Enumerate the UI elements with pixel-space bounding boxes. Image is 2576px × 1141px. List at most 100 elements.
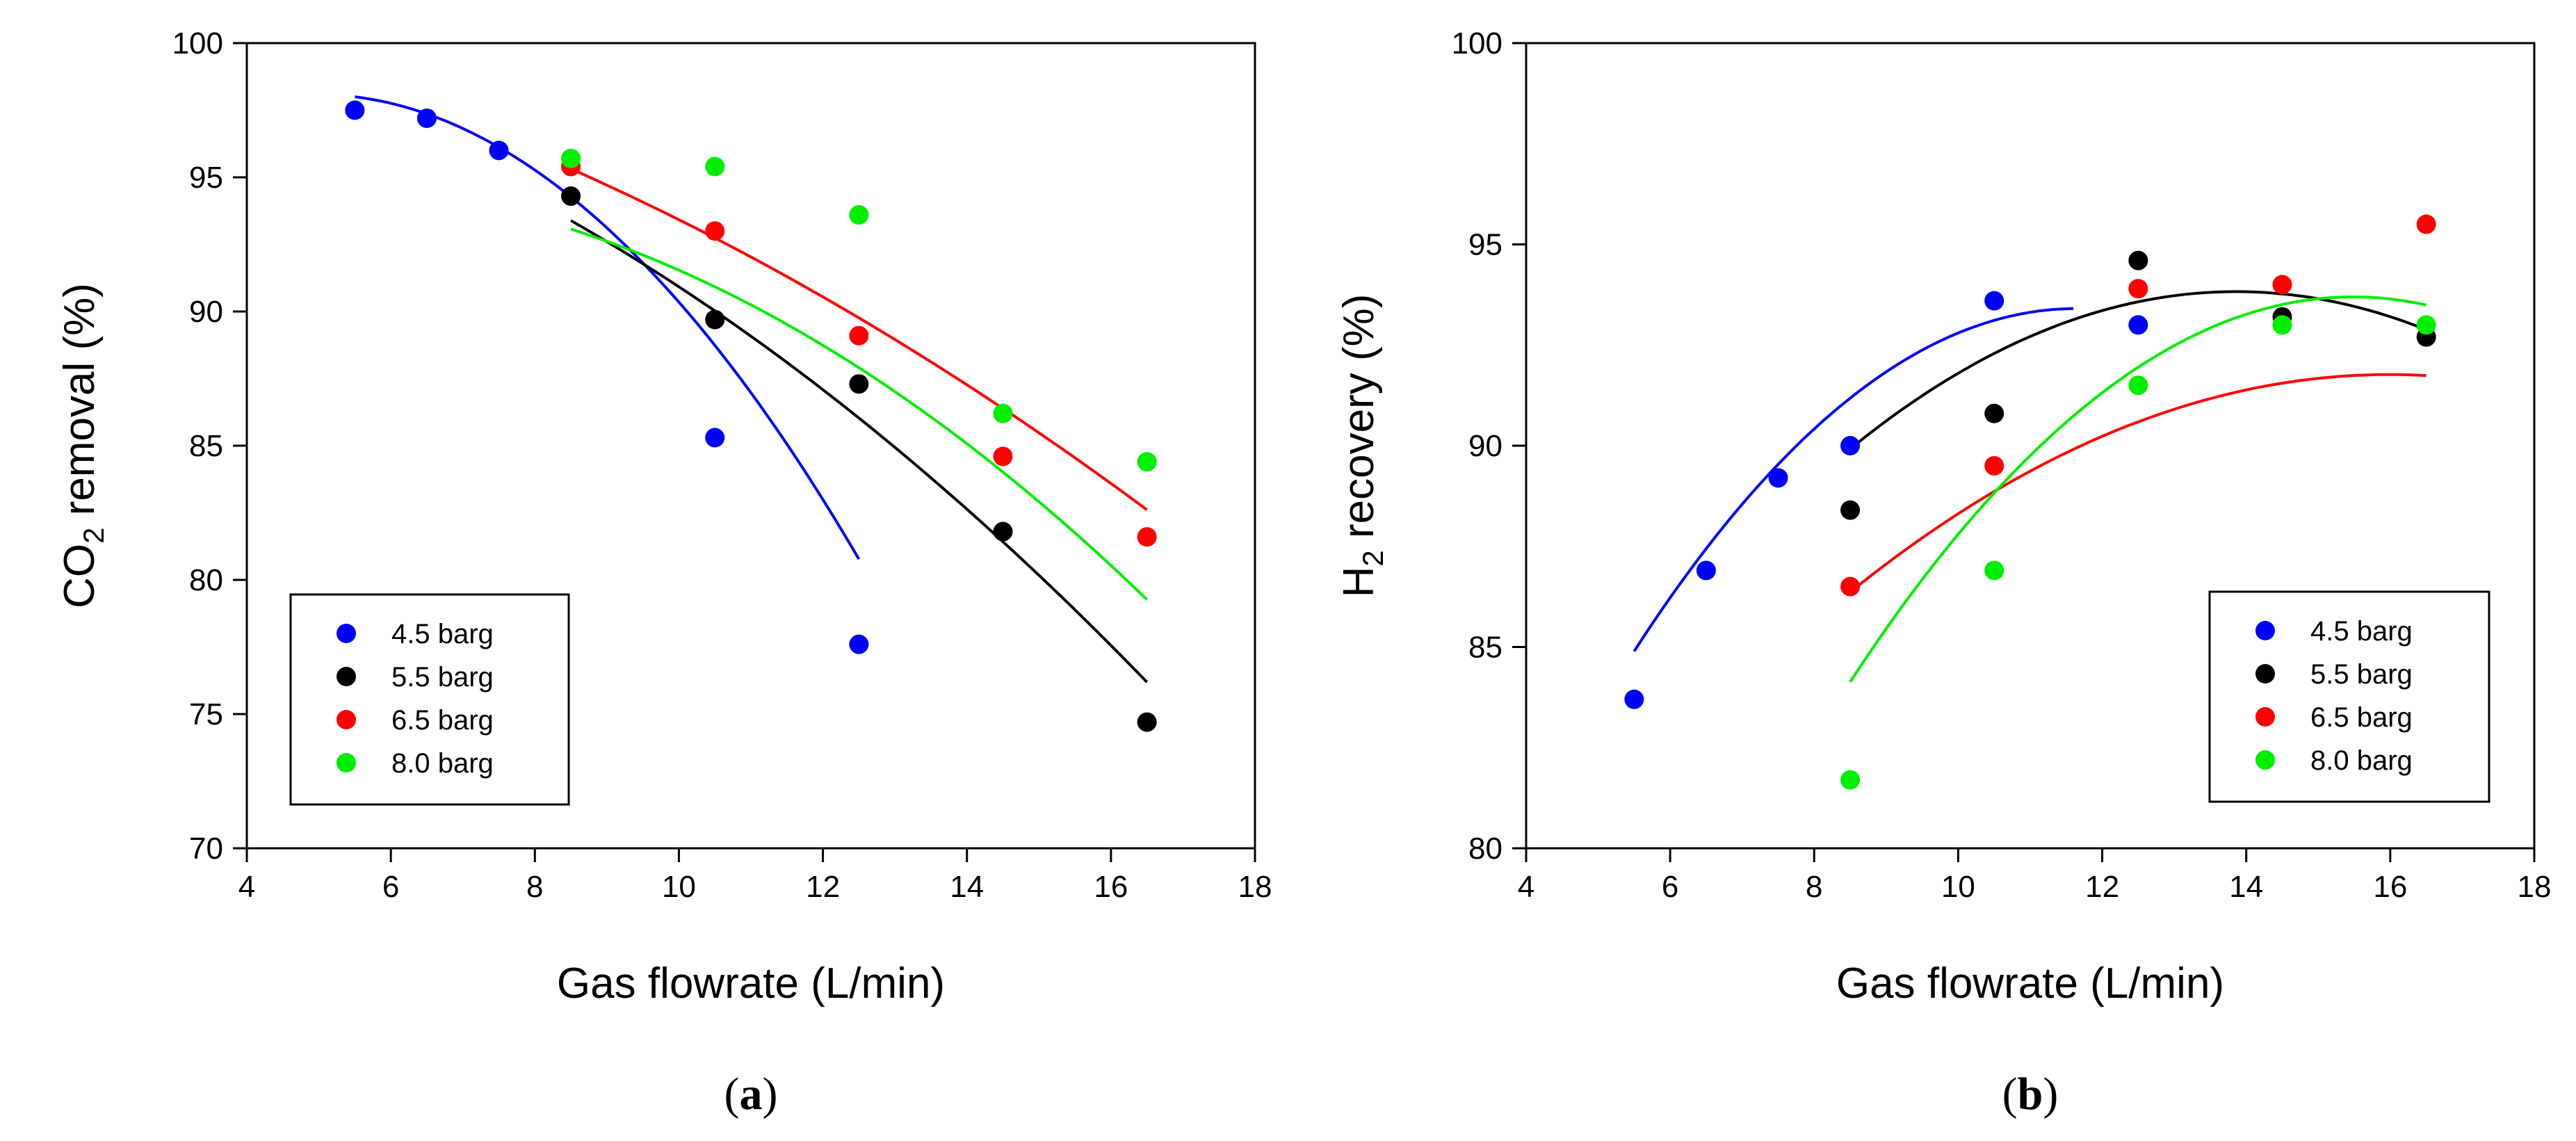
- legend-marker: [337, 753, 356, 772]
- legend-label: 6.5 barg: [2310, 702, 2413, 733]
- data-point-6.5-barg: [993, 446, 1013, 467]
- legend-label: 8.0 barg: [391, 748, 494, 779]
- y-tick-label: 95: [189, 161, 223, 195]
- data-point-6.5-barg: [849, 325, 869, 346]
- data-point-4.5-barg: [2128, 315, 2148, 335]
- x-tick-label: 12: [806, 870, 840, 904]
- fit-curve-4.5-barg: [1633, 307, 2074, 652]
- chart-panel-a: 4 6 8 10 12 14 16 18 70 75 80 85 90 95 100 Gas flowrate…: [56, 26, 1272, 1119]
- x-tick-label: 8: [1806, 870, 1822, 904]
- legend-marker: [2255, 750, 2275, 770]
- data-point-5.5-barg: [1137, 712, 1157, 732]
- panel-label: (a): [724, 1069, 778, 1119]
- data-point-6.5-barg: [1984, 455, 2004, 476]
- y-tick-label: 85: [189, 429, 223, 463]
- legend-label: 5.5 barg: [391, 662, 494, 693]
- legend-label: 6.5 barg: [391, 705, 494, 736]
- data-point-8.0-barg: [849, 205, 869, 225]
- data-point-4.5-barg: [489, 140, 509, 161]
- data-point-8.0-barg: [993, 403, 1013, 423]
- data-point-6.5-barg: [2416, 214, 2436, 234]
- y-tick-label: 75: [189, 697, 223, 731]
- x-tick-label: 4: [238, 870, 255, 904]
- x-tick-label: 14: [950, 870, 984, 904]
- data-point-4.5-barg: [1984, 291, 2004, 311]
- data-point-4.5-barg: [849, 634, 869, 654]
- data-point-4.5-barg: [1696, 560, 1716, 581]
- fit-curve-6.5-barg: [570, 168, 1148, 511]
- y-tick-label: 100: [1452, 26, 1502, 60]
- legend: 4.5 barg 5.5 barg 6.5 barg 8.0 barg: [2208, 590, 2490, 803]
- data-point-5.5-barg: [561, 186, 581, 207]
- data-point-8.0-barg: [2128, 375, 2148, 396]
- data-point-5.5-barg: [2128, 250, 2148, 270]
- fit-curve-8.0-barg: [1849, 295, 2427, 683]
- data-point-6.5-barg: [2272, 275, 2292, 295]
- data-point-4.5-barg: [1624, 689, 1644, 709]
- legend-label: 4.5 barg: [391, 619, 494, 649]
- x-tick-label: 14: [2229, 870, 2263, 904]
- data-point-4.5-barg: [416, 108, 437, 129]
- x-axis-label: Gas flowrate (L/min): [1836, 960, 2224, 1008]
- data-point-4.5-barg: [1840, 436, 1861, 455]
- y-tick-label: 80: [1468, 832, 1502, 866]
- y-tick-label: 90: [189, 295, 223, 329]
- data-point-5.5-barg: [705, 309, 725, 330]
- legend-marker: [2255, 707, 2275, 727]
- data-point-6.5-barg: [1840, 576, 1861, 597]
- data-point-5.5-barg: [993, 521, 1013, 542]
- data-point-5.5-barg: [849, 374, 869, 394]
- x-tick-label: 12: [2085, 870, 2119, 904]
- y-tick-label: 85: [1468, 631, 1502, 665]
- data-point-8.0-barg: [1840, 770, 1861, 790]
- x-tick-label: 6: [382, 870, 399, 904]
- x-tick-label: 16: [2373, 870, 2407, 904]
- data-point-8.0-barg: [2272, 315, 2292, 335]
- chart-panel-b: 4 6 8 10 12 14 16 18 80 85 90 95 100 Gas flowrate (L/…: [1335, 26, 2551, 1119]
- fit-curve-4.5-barg: [355, 95, 861, 560]
- data-point-8.0-barg: [1984, 560, 2004, 581]
- data-point-6.5-barg: [2128, 279, 2148, 299]
- data-point-6.5-barg: [705, 221, 725, 241]
- y-tick-label: 100: [172, 26, 223, 60]
- fit-curve-6.5-barg: [1849, 373, 2427, 594]
- x-tick-label: 16: [1094, 870, 1128, 904]
- x-tick-label: 6: [1662, 870, 1678, 904]
- legend-marker: [337, 624, 356, 643]
- y-tick-label: 70: [189, 832, 223, 866]
- data-point-8.0-barg: [1137, 452, 1157, 472]
- y-tick-label: 90: [1468, 429, 1502, 463]
- legend-marker: [2255, 664, 2275, 683]
- legend-box: [2208, 590, 2490, 803]
- x-tick-label: 10: [662, 870, 696, 904]
- x-tick-label: 10: [1941, 870, 1975, 904]
- fit-curve-5.5-barg: [570, 219, 1149, 683]
- panel-label: (b): [2002, 1069, 2059, 1119]
- y-axis-label: CO2 removal (%): [56, 283, 110, 608]
- data-point-4.5-barg: [1768, 468, 1788, 488]
- fit-curve-5.5-barg: [1849, 290, 2427, 451]
- data-point-8.0-barg: [561, 148, 581, 168]
- legend-label: 4.5 barg: [2310, 616, 2413, 647]
- x-tick-label: 4: [1518, 870, 1534, 904]
- y-axis-label: H2 recovery (%): [1335, 294, 1389, 598]
- legend-label: 8.0 barg: [2310, 745, 2413, 776]
- data-point-6.5-barg: [1137, 527, 1157, 547]
- data-point-5.5-barg: [1984, 403, 2004, 423]
- legend-marker: [337, 710, 356, 729]
- x-axis-label: Gas flowrate (L/min): [557, 960, 945, 1008]
- legend-label: 5.5 barg: [2310, 659, 2413, 690]
- data-point-4.5-barg: [345, 100, 365, 120]
- data-point-5.5-barg: [1840, 500, 1861, 520]
- legend-marker: [337, 667, 356, 686]
- data-point-8.0-barg: [2416, 315, 2436, 335]
- fit-curve-8.0-barg: [570, 227, 1148, 601]
- x-tick-label: 8: [526, 870, 543, 904]
- data-point-8.0-barg: [705, 156, 725, 177]
- data-point-4.5-barg: [705, 428, 725, 448]
- legend-marker: [2255, 621, 2275, 640]
- legend-box: [289, 593, 570, 806]
- legend: 4.5 barg 5.5 barg 6.5 barg 8.0 barg: [289, 593, 570, 806]
- x-tick-label: 18: [2518, 870, 2552, 904]
